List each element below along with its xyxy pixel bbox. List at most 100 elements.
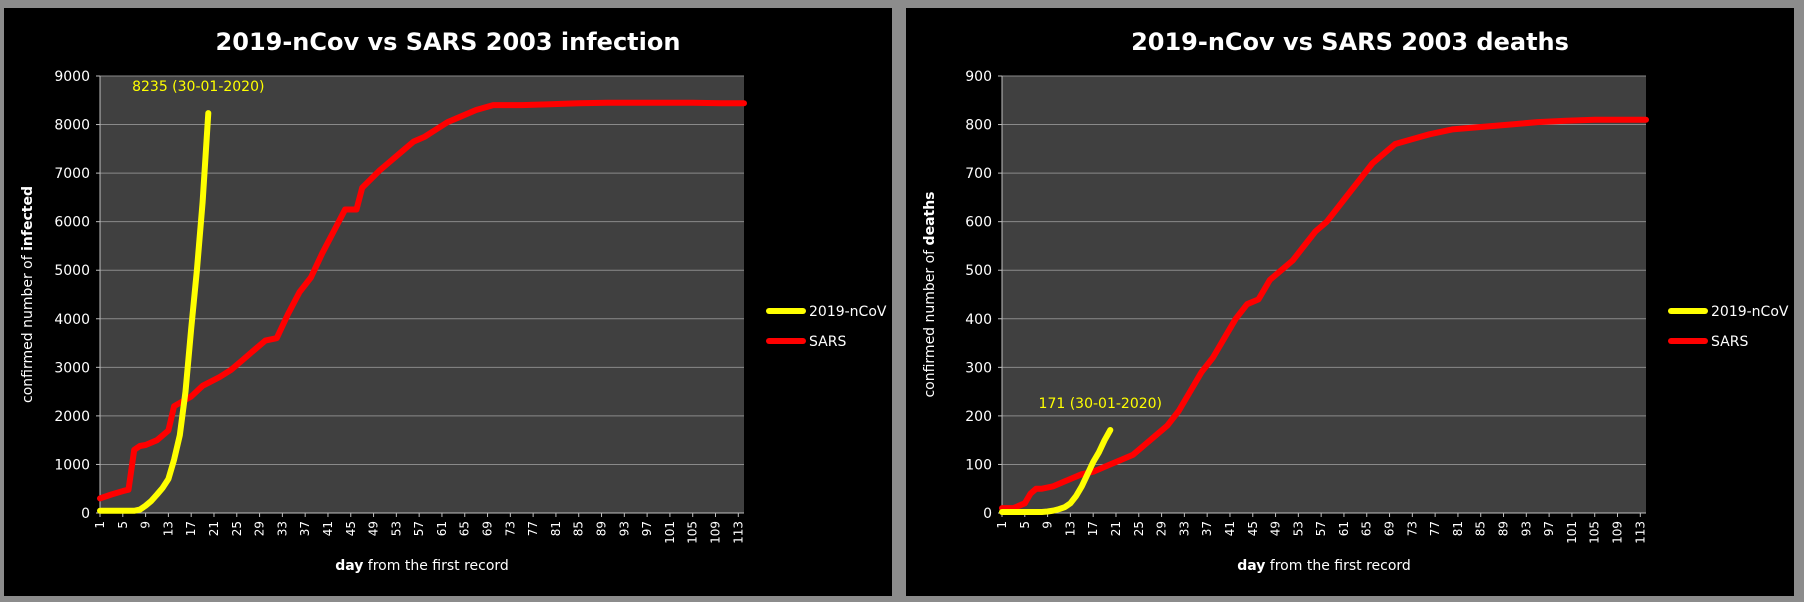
y-axis-label-prefix: confirmed number of xyxy=(922,245,938,397)
y-tick-label: 300 xyxy=(965,360,992,376)
y-tick-label: 5000 xyxy=(54,263,90,279)
y-axis-label-bold: infected xyxy=(20,186,36,251)
x-tick-label: 77 xyxy=(526,521,540,536)
x-tick-label: 37 xyxy=(298,521,312,536)
x-tick-label: 69 xyxy=(1383,521,1397,536)
x-tick-label: 65 xyxy=(458,521,472,536)
x-tick-label: 57 xyxy=(1314,521,1328,536)
x-tick-label: 101 xyxy=(1565,521,1579,544)
legend-label-sars: SARS xyxy=(809,334,846,350)
y-axis-label-prefix: confirmed number of xyxy=(20,251,36,403)
x-tick-label: 13 xyxy=(1063,521,1077,536)
x-tick-label: 29 xyxy=(1155,521,1169,536)
x-tick-label: 65 xyxy=(1360,521,1374,536)
x-tick-label: 49 xyxy=(367,521,381,536)
x-tick-label: 57 xyxy=(412,521,426,536)
x-tick-label: 73 xyxy=(503,521,517,536)
y-axis-label-bold: deaths xyxy=(922,191,938,245)
plot-area xyxy=(1002,76,1646,513)
x-axis-label-bold: day xyxy=(335,558,363,574)
x-tick-label: 97 xyxy=(1542,521,1556,536)
y-tick-label: 800 xyxy=(965,118,992,134)
x-tick-label: 25 xyxy=(230,521,244,536)
x-tick-label: 61 xyxy=(435,521,449,536)
y-tick-label: 100 xyxy=(965,457,992,473)
y-tick-label: 700 xyxy=(965,166,992,182)
y-tick-label: 200 xyxy=(965,409,992,425)
x-tick-label: 89 xyxy=(1497,521,1511,536)
ncov-series-line xyxy=(97,110,212,514)
x-tick-label: 41 xyxy=(1223,521,1237,536)
y-tick-label: 600 xyxy=(965,215,992,231)
y-axis-label: confirmed number of infected xyxy=(20,186,36,403)
x-tick-label: 89 xyxy=(595,521,609,536)
value-annotation: 171 (30-01-2020) xyxy=(1039,396,1162,412)
x-axis-label: day from the first record xyxy=(1237,558,1411,574)
x-tick-label: 49 xyxy=(1269,521,1283,536)
x-tick-label: 85 xyxy=(572,521,586,536)
deaths-chart-panel: 2019-nCov vs SARS 2003 deaths 0 100 200 300 4… xyxy=(906,8,1794,596)
x-tick-label: 53 xyxy=(1291,521,1305,536)
x-tick-label: 85 xyxy=(1474,521,1488,536)
ncov-series-line xyxy=(999,427,1114,515)
x-tick-label: 105 xyxy=(1588,521,1602,544)
y-tick-label: 0 xyxy=(983,506,992,522)
chart-title: 2019-nCov vs SARS 2003 deaths xyxy=(1131,28,1569,56)
x-tick-label: 9 xyxy=(139,521,153,529)
x-tick-label: 45 xyxy=(344,521,358,536)
x-tick-label: 73 xyxy=(1405,521,1419,536)
x-tick-label: 93 xyxy=(1519,521,1533,536)
x-tick-label: 5 xyxy=(1018,521,1032,529)
x-tick-label: 53 xyxy=(389,521,403,536)
y-tick-label: 4000 xyxy=(54,312,90,328)
x-tick-label: 17 xyxy=(184,521,198,536)
x-tick-label: 93 xyxy=(617,521,631,536)
y-tick-label: 8000 xyxy=(54,118,90,134)
legend-label-sars: SARS xyxy=(1711,334,1748,350)
deaths-chart: 2019-nCov vs SARS 2003 deaths 0 100 200 300 4… xyxy=(922,28,1789,574)
x-tick-label: 17 xyxy=(1086,521,1100,536)
chart-title: 2019-nCov vs SARS 2003 infection xyxy=(216,28,681,56)
y-tick-label: 0 xyxy=(81,506,90,522)
infection-chart: 2019-nCov vs SARS 2003 infection 0 1000 200… xyxy=(20,28,887,574)
x-tick-label: 1 xyxy=(93,521,107,529)
infection-chart-panel: 2019-nCov vs SARS 2003 infection 0 1000 200… xyxy=(4,8,892,596)
x-tick-label: 5 xyxy=(116,521,130,529)
y-tick-label: 7000 xyxy=(54,166,90,182)
x-tick-label: 113 xyxy=(731,521,745,544)
x-tick-label: 13 xyxy=(161,521,175,536)
y-tick-label: 1000 xyxy=(54,457,90,473)
x-tick-label: 61 xyxy=(1337,521,1351,536)
y-tick-label: 3000 xyxy=(54,360,90,376)
y-tick-label: 900 xyxy=(965,69,992,85)
x-tick-label: 109 xyxy=(1611,521,1625,544)
x-tick-label: 105 xyxy=(686,521,700,544)
value-annotation: 8235 (30-01-2020) xyxy=(132,79,264,95)
y-tick-label: 9000 xyxy=(54,69,90,85)
x-tick-label: 21 xyxy=(207,521,221,536)
x-tick-label: 41 xyxy=(321,521,335,536)
x-tick-label: 69 xyxy=(481,521,495,536)
sars-series-line xyxy=(999,116,1649,512)
legend-label-ncov: 2019-nCoV xyxy=(809,304,887,320)
x-tick-label: 109 xyxy=(709,521,723,544)
x-tick-label: 33 xyxy=(275,521,289,536)
x-tick-label: 77 xyxy=(1428,521,1442,536)
x-tick-label: 37 xyxy=(1200,521,1214,536)
y-tick-label: 400 xyxy=(965,312,992,328)
y-tick-label: 2000 xyxy=(54,409,90,425)
x-tick-label: 21 xyxy=(1109,521,1123,536)
x-tick-label: 25 xyxy=(1132,521,1146,536)
x-axis-label-rest: from the first record xyxy=(1265,558,1410,574)
x-tick-label: 101 xyxy=(663,521,677,544)
x-tick-label: 33 xyxy=(1177,521,1191,536)
x-tick-label: 97 xyxy=(640,521,654,536)
x-axis-label-rest: from the first record xyxy=(363,558,508,574)
x-tick-label: 1 xyxy=(995,521,1009,529)
legend-label-ncov: 2019-nCoV xyxy=(1711,304,1789,320)
sars-series-line xyxy=(97,99,747,502)
x-tick-label: 81 xyxy=(549,521,563,536)
x-tick-label: 113 xyxy=(1633,521,1647,544)
x-tick-label: 81 xyxy=(1451,521,1465,536)
y-tick-label: 6000 xyxy=(54,215,90,231)
